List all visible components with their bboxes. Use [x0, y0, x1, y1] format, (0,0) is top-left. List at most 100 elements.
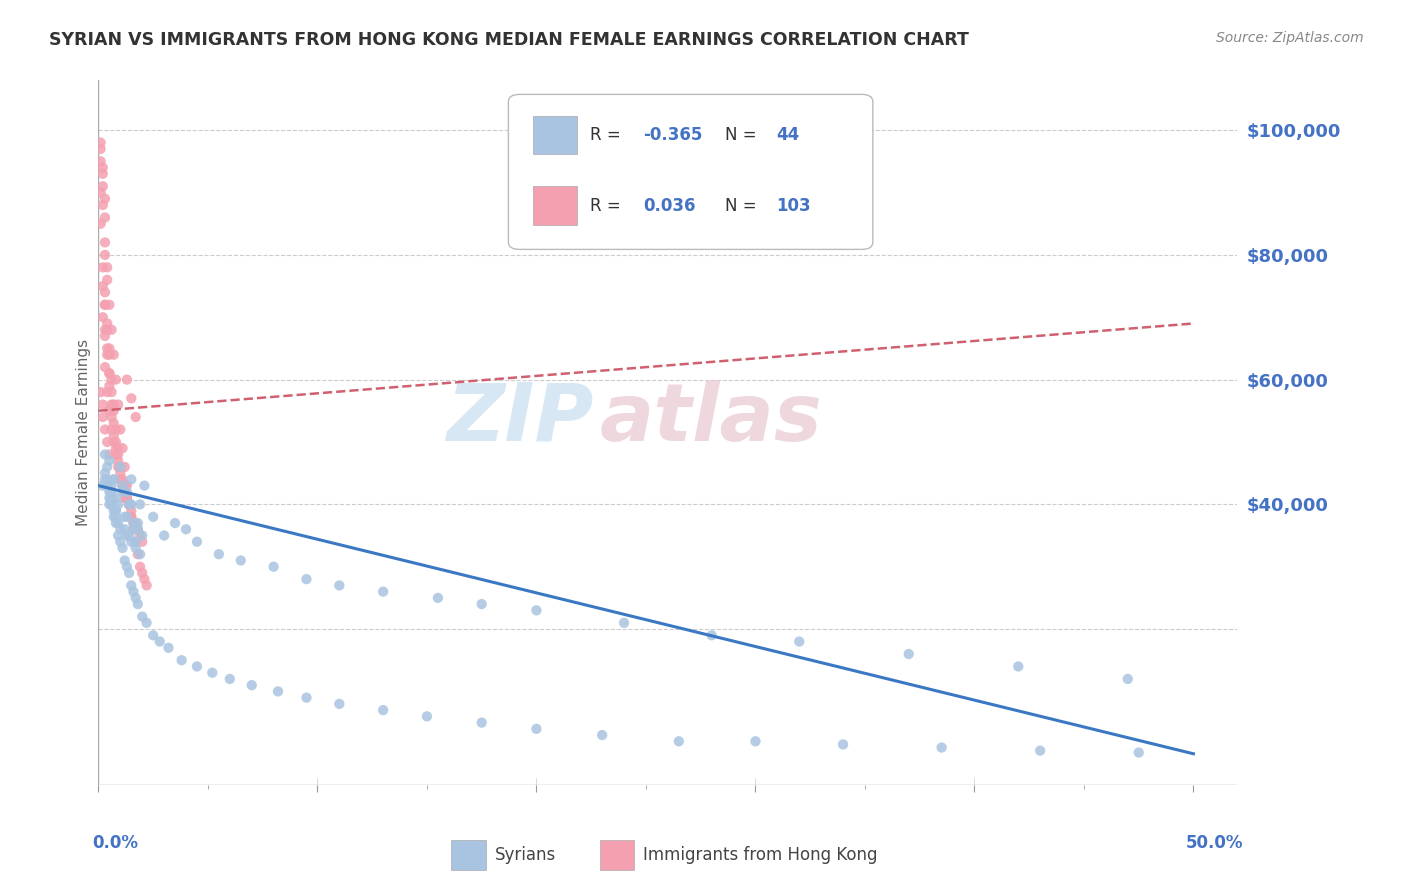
Point	[124, 410, 146, 425]
Point	[100, 385, 122, 400]
FancyBboxPatch shape	[533, 115, 576, 154]
Text: ZIP: ZIP	[447, 379, 593, 458]
Point	[96, 459, 118, 474]
Point	[94, 298, 117, 312]
Point	[1029, 744, 1052, 758]
Point	[149, 634, 172, 648]
Point	[118, 566, 141, 580]
Point	[98, 484, 121, 499]
Point	[103, 398, 125, 412]
Point	[127, 547, 149, 561]
Point	[98, 367, 121, 381]
Point	[122, 522, 145, 536]
Point	[90, 385, 112, 400]
Point	[115, 528, 138, 542]
Point	[111, 478, 134, 492]
Point	[104, 447, 127, 461]
Point	[114, 553, 136, 567]
Point	[100, 398, 122, 412]
Point	[96, 472, 118, 486]
Point	[186, 659, 208, 673]
Point	[111, 541, 134, 555]
Point	[107, 447, 129, 461]
Point	[98, 379, 121, 393]
Point	[110, 466, 132, 480]
Point	[267, 684, 290, 698]
Point	[115, 484, 138, 499]
Point	[115, 491, 138, 505]
Point	[120, 472, 142, 486]
Point	[208, 547, 231, 561]
Point	[118, 497, 141, 511]
Point	[100, 373, 122, 387]
Point	[471, 715, 494, 730]
FancyBboxPatch shape	[599, 840, 634, 870]
Point	[103, 417, 125, 431]
Text: 50.0%: 50.0%	[1185, 834, 1243, 852]
Point	[100, 323, 122, 337]
Point	[120, 392, 142, 406]
Point	[94, 298, 117, 312]
Point	[103, 509, 125, 524]
Text: R =: R =	[591, 127, 627, 145]
Text: Immigrants from Hong Kong: Immigrants from Hong Kong	[643, 847, 877, 864]
Point	[98, 497, 121, 511]
Point	[104, 509, 127, 524]
Point	[134, 572, 156, 586]
Point	[94, 360, 117, 375]
Point	[115, 491, 138, 505]
Point	[124, 541, 146, 555]
Point	[98, 404, 121, 418]
Point	[471, 597, 494, 611]
Point	[114, 484, 136, 499]
Point	[170, 653, 193, 667]
Point	[94, 323, 117, 337]
Point	[526, 603, 548, 617]
Text: 103: 103	[776, 197, 811, 215]
Point	[110, 423, 132, 437]
Point	[118, 497, 141, 511]
Point	[127, 516, 149, 530]
Point	[129, 497, 152, 511]
Point	[931, 740, 953, 755]
Point	[426, 591, 449, 605]
Point	[94, 235, 117, 250]
Point	[120, 509, 142, 524]
Point	[118, 528, 141, 542]
Point	[1007, 659, 1029, 673]
Point	[104, 503, 127, 517]
Point	[103, 434, 125, 449]
Text: N =: N =	[725, 127, 762, 145]
Point	[135, 578, 157, 592]
Point	[91, 179, 114, 194]
Point	[416, 709, 439, 723]
Point	[115, 373, 138, 387]
Point	[111, 478, 134, 492]
Point	[103, 503, 125, 517]
Point	[96, 478, 118, 492]
Text: SYRIAN VS IMMIGRANTS FROM HONG KONG MEDIAN FEMALE EARNINGS CORRELATION CHART: SYRIAN VS IMMIGRANTS FROM HONG KONG MEDI…	[49, 31, 969, 49]
Point	[96, 385, 118, 400]
Text: -0.365: -0.365	[643, 127, 702, 145]
Point	[110, 459, 132, 474]
Point	[103, 472, 125, 486]
Point	[91, 198, 114, 212]
Point	[107, 516, 129, 530]
Point	[96, 434, 118, 449]
Point	[613, 615, 636, 630]
Point	[104, 441, 127, 455]
Point	[591, 728, 613, 742]
Point	[120, 503, 142, 517]
Point	[114, 522, 136, 536]
Point	[328, 578, 350, 592]
Point	[114, 478, 136, 492]
Point	[114, 491, 136, 505]
Point	[98, 453, 121, 467]
Point	[118, 497, 141, 511]
Point	[131, 528, 153, 542]
Point	[186, 534, 208, 549]
Point	[110, 459, 132, 474]
Point	[100, 410, 122, 425]
Point	[91, 260, 114, 275]
Point	[104, 434, 127, 449]
